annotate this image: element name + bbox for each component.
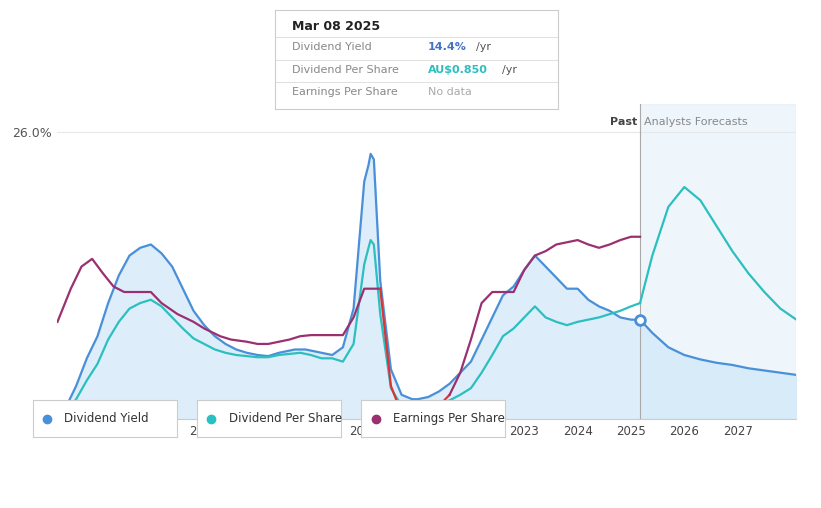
Text: Dividend Yield: Dividend Yield <box>65 412 149 425</box>
Text: Dividend Per Share: Dividend Per Share <box>292 65 399 75</box>
Text: Earnings Per Share: Earnings Per Share <box>393 412 505 425</box>
Text: Past: Past <box>610 117 637 126</box>
Text: Dividend Per Share: Dividend Per Share <box>228 412 342 425</box>
Text: Mar 08 2025: Mar 08 2025 <box>292 20 380 33</box>
Text: No data: No data <box>428 87 472 98</box>
Bar <box>640 104 796 419</box>
Text: AU$0.850: AU$0.850 <box>428 65 488 75</box>
Text: Dividend Yield: Dividend Yield <box>292 42 372 52</box>
Text: 14.4%: 14.4% <box>428 42 467 52</box>
Text: /yr: /yr <box>502 65 516 75</box>
Text: Earnings Per Share: Earnings Per Share <box>292 87 398 98</box>
Text: /yr: /yr <box>476 42 491 52</box>
Text: Analysts Forecasts: Analysts Forecasts <box>644 117 747 126</box>
